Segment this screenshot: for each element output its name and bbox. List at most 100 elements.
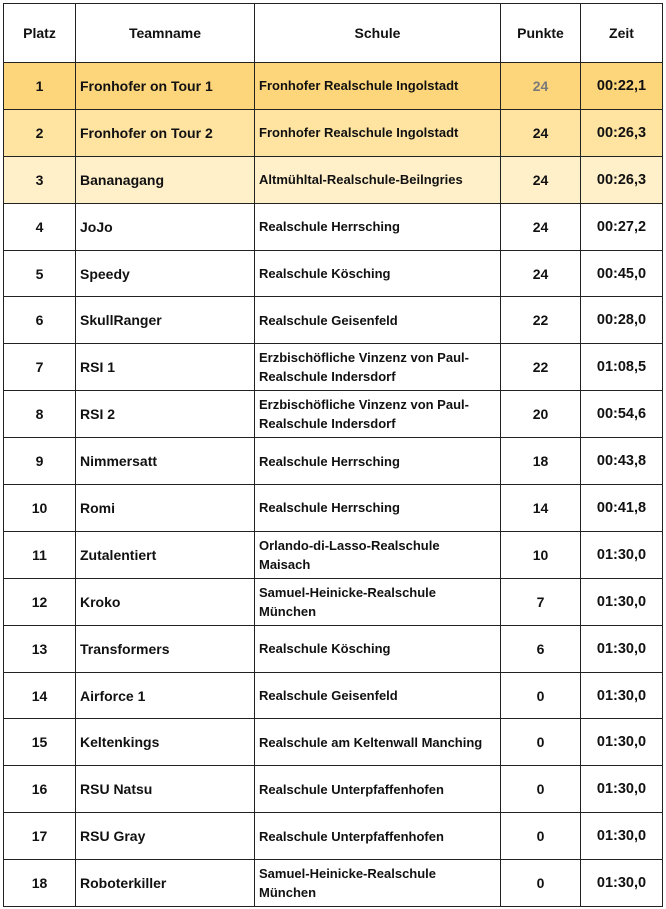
rank-cell: 11 (3, 530, 76, 579)
table-row: 3 Bananagang Altmühltal-Realschule-Beilngr… (3, 155, 663, 204)
table-row: 14 Airforce 1 Realschule Geisenfeld 0 01:30,… (3, 671, 663, 720)
rank-cell: 9 (3, 437, 76, 486)
points-cell: 0 (500, 812, 581, 861)
rank-cell: 18 (3, 859, 76, 908)
team-name-cell: SkullRanger (75, 296, 255, 345)
school-cell: Erzbischöfliche Vinzenz von Paul-Realsch… (254, 390, 501, 439)
team-name-cell: RSU Natsu (75, 765, 255, 814)
team-name-cell: Transformers (75, 624, 255, 673)
school-cell: Realschule Herrsching (254, 437, 501, 486)
team-name-cell: Romi (75, 484, 255, 532)
team-name-cell: Bananagang (75, 155, 255, 204)
school-cell: Realschule Kösching (254, 249, 501, 298)
table-row: 16 RSU Natsu Realschule Unterpfaffenhofen 0… (3, 765, 663, 814)
points-cell: 0 (500, 859, 581, 908)
rank-cell: 17 (3, 812, 76, 861)
points-cell: 24 (500, 108, 581, 157)
table-row: 2 Fronhofer on Tour 2 Fronhofer Realschule… (3, 108, 663, 157)
team-name-cell: Kroko (75, 577, 255, 626)
header-row: Platz Teamname Schule Punkte Zeit (3, 3, 663, 63)
time-cell: 01:30,0 (580, 718, 663, 767)
column-header: Punkte (500, 3, 581, 63)
time-cell: 01:30,0 (580, 577, 663, 626)
rank-cell: 3 (3, 155, 76, 204)
school-cell: Realschule Geisenfeld (254, 671, 501, 720)
table-row: 5 Speedy Realschule Kösching 24 00:45,0 (3, 249, 663, 298)
rank-cell: 6 (3, 296, 76, 345)
time-cell: 00:26,3 (580, 155, 663, 204)
time-cell: 00:22,1 (580, 62, 663, 110)
team-name-cell: RSU Gray (75, 812, 255, 861)
points-cell: 20 (500, 390, 581, 439)
table-row: 1 Fronhofer on Tour 1 Fronhofer Realschule… (3, 62, 663, 110)
time-cell: 00:26,3 (580, 108, 663, 157)
table-body: 1 Fronhofer on Tour 1 Fronhofer Realschule… (3, 62, 663, 908)
time-cell: 01:30,0 (580, 859, 663, 908)
time-cell: 00:45,0 (580, 249, 663, 298)
points-cell: 7 (500, 577, 581, 626)
table-row: 18 Roboterkiller Samuel-Heinicke-Realschul… (3, 859, 663, 908)
table-row: 8 RSI 2 Erzbischöfliche Vinzenz von Paul-R… (3, 390, 663, 439)
team-name-cell: Zutalentiert (75, 530, 255, 579)
school-cell: Samuel-Heinicke-Realschule München (254, 577, 501, 626)
school-cell: Erzbischöfliche Vinzenz von Paul-Realsch… (254, 343, 501, 392)
rank-cell: 15 (3, 718, 76, 767)
points-cell: 22 (500, 296, 581, 345)
table-row: 15 Keltenkings Realschule am Keltenwall Ma… (3, 718, 663, 767)
school-cell: Fronhofer Realschule Ingolstadt (254, 62, 501, 110)
team-name-cell: JoJo (75, 202, 255, 251)
rank-cell: 16 (3, 765, 76, 814)
school-cell: Realschule Kösching (254, 624, 501, 673)
rank-cell: 7 (3, 343, 76, 392)
points-cell: 24 (500, 62, 581, 110)
school-cell: Realschule Unterpfaffenhofen (254, 812, 501, 861)
rank-cell: 5 (3, 249, 76, 298)
table-header: Platz Teamname Schule Punkte Zeit (3, 3, 663, 63)
rank-cell: 12 (3, 577, 76, 626)
time-cell: 01:30,0 (580, 671, 663, 720)
team-name-cell: RSI 2 (75, 390, 255, 439)
rank-cell: 10 (3, 484, 76, 532)
table-row: 17 RSU Gray Realschule Unterpfaffenhofen 0 0… (3, 812, 663, 861)
table-row: 4 JoJo Realschule Herrsching 24 00:27,2 (3, 202, 663, 251)
points-cell: 14 (500, 484, 581, 532)
time-cell: 01:08,5 (580, 343, 663, 392)
points-cell: 18 (500, 437, 581, 486)
school-cell: Altmühltal-Realschule-Beilngries (254, 155, 501, 204)
rank-cell: 8 (3, 390, 76, 439)
rank-cell: 14 (3, 671, 76, 720)
points-cell: 10 (500, 530, 581, 579)
table-row: 11 Zutalentiert Orlando-di-Lasso-Realschul… (3, 530, 663, 579)
table-row: 9 Nimmersatt Realschule Herrsching 18 00:43,… (3, 437, 663, 486)
table-row: 12 Kroko Samuel-Heinicke-Realschule Münche… (3, 577, 663, 626)
time-cell: 00:27,2 (580, 202, 663, 251)
points-cell: 0 (500, 718, 581, 767)
school-cell: Samuel-Heinicke-Realschule München (254, 859, 501, 908)
time-cell: 01:30,0 (580, 624, 663, 673)
team-name-cell: RSI 1 (75, 343, 255, 392)
time-cell: 01:30,0 (580, 530, 663, 579)
team-name-cell: Roboterkiller (75, 859, 255, 908)
time-cell: 01:30,0 (580, 812, 663, 861)
points-cell: 6 (500, 624, 581, 673)
table-row: 10 Romi Realschule Herrsching 14 00:41,8 (3, 484, 663, 532)
school-cell: Realschule Unterpfaffenhofen (254, 765, 501, 814)
table-row: 6 SkullRanger Realschule Geisenfeld 22 00:28… (3, 296, 663, 345)
points-cell: 0 (500, 671, 581, 720)
column-header: Zeit (580, 3, 663, 63)
column-header: Schule (254, 3, 501, 63)
time-cell: 00:54,6 (580, 390, 663, 439)
rank-cell: 1 (3, 62, 76, 110)
team-name-cell: Nimmersatt (75, 437, 255, 486)
results-table: Platz Teamname Schule Punkte Zeit 1 Fronhofer… (3, 3, 663, 908)
time-cell: 00:43,8 (580, 437, 663, 486)
points-cell: 24 (500, 155, 581, 204)
school-cell: Realschule Herrsching (254, 202, 501, 251)
table-row: 7 RSI 1 Erzbischöfliche Vinzenz von Paul-R… (3, 343, 663, 392)
points-cell: 22 (500, 343, 581, 392)
school-cell: Realschule am Keltenwall Manching (254, 718, 501, 767)
rank-cell: 4 (3, 202, 76, 251)
rank-cell: 13 (3, 624, 76, 673)
time-cell: 00:28,0 (580, 296, 663, 345)
